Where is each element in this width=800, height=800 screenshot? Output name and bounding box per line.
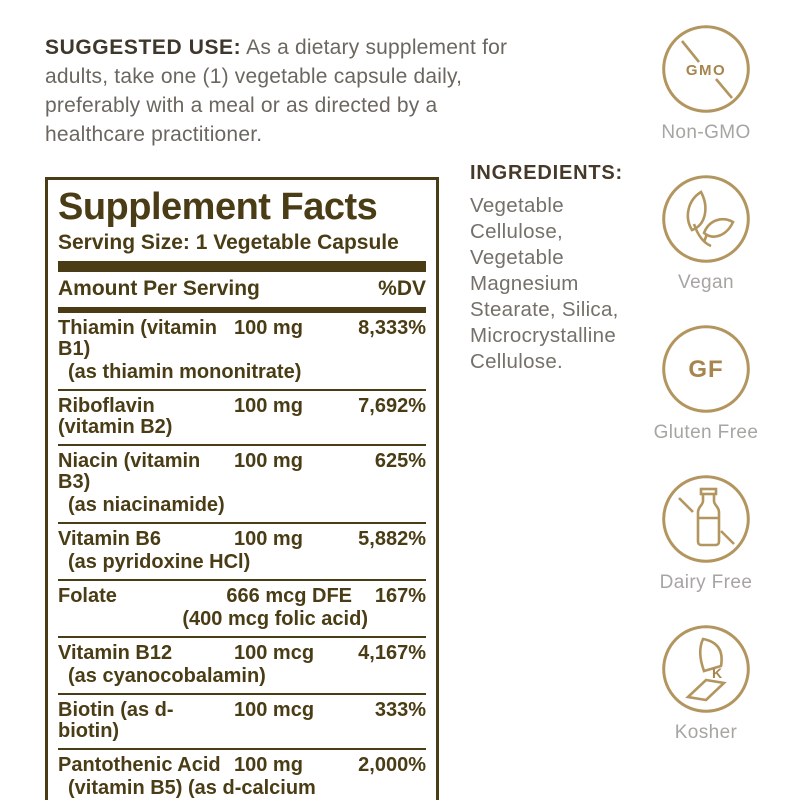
nutrient-sub-amount: (400 mcg folic acid) xyxy=(182,608,368,630)
nutrient-name: Riboflavin (vitamin B2) xyxy=(58,395,173,438)
badge-non-gmo: GMO Non-GMO xyxy=(661,24,751,144)
suggested-use-text: As a dietary supplement for adults, take… xyxy=(45,36,508,146)
gluten-free-icon: GF xyxy=(661,324,751,414)
badge-kosher: K Kosher xyxy=(661,624,751,744)
nutrient-amount: 100 mg xyxy=(234,317,303,339)
ingredients-line: Vegetable xyxy=(470,246,564,269)
nutrient-name: Thiamin (vitamin B1) xyxy=(58,317,217,360)
ingredients-line: Magnesium xyxy=(470,272,579,295)
nutrient-sub-name: (as thiamin mononitrate) xyxy=(68,361,302,383)
svg-text:GMO: GMO xyxy=(686,62,726,79)
badge-label: Kosher xyxy=(674,722,738,743)
badge-label: Vegan xyxy=(678,272,734,293)
amount-per-serving-header: Amount Per Serving xyxy=(58,277,260,300)
nutrient-amount: 666 mcg DFE xyxy=(226,585,352,607)
gmo-crossed-icon: GMO xyxy=(661,24,751,114)
supplement-facts-title: Supplement Facts xyxy=(58,186,378,228)
nutrient-sub-name: (as pyridoxine HCl) xyxy=(68,551,251,573)
facts-rows: Thiamin (vitamin B1) 100 mg 8,333% (as thia… xyxy=(58,313,426,800)
nutrient-dv: 5,882% xyxy=(358,528,426,550)
nutrient-amount: 100 mg xyxy=(234,528,303,550)
serving-size: Serving Size: 1 Vegetable Capsule xyxy=(58,231,399,254)
ingredients-lines: Vegetable Cellulose, Vegetable Magnesium Ste… xyxy=(470,193,655,375)
ingredients-line: Cellulose. xyxy=(470,350,564,373)
nutrient-dv: 333% xyxy=(374,699,426,721)
dv-header: %DV xyxy=(378,277,426,300)
nutrient-sub-name: (vitamin B5) (as d-calcium pantothenate) xyxy=(68,777,316,800)
suggested-use-heading: SUGGESTED USE: xyxy=(45,36,242,59)
table-row: Riboflavin (vitamin B2) 100 mg 7,692% xyxy=(58,389,426,444)
table-row: Vitamin B6 100 mg 5,882% (as pyridoxine HCl… xyxy=(58,522,426,579)
badge-label: Non-GMO xyxy=(661,122,751,143)
facts-header-row: Amount Per Serving %DV xyxy=(58,272,426,307)
table-row: Biotin (as d-biotin) 100 mcg 333% xyxy=(58,693,426,748)
nutrient-dv: 167% xyxy=(374,585,426,607)
svg-text:GF: GF xyxy=(688,356,723,383)
table-row: Pantothenic Acid 100 mg 2,000% (vitamin B5)… xyxy=(58,748,426,800)
vegan-leaf-icon xyxy=(661,174,751,264)
table-row: Thiamin (vitamin B1) 100 mg 8,333% (as thia… xyxy=(58,313,426,389)
nutrient-amount: 100 mg xyxy=(234,395,303,417)
nutrient-dv: 625% xyxy=(374,450,426,472)
nutrient-amount: 100 mg xyxy=(234,754,303,776)
nutrient-name: Pantothenic Acid xyxy=(58,754,221,776)
table-row: Niacin (vitamin B3) 100 mg 625% (as niacina… xyxy=(58,444,426,522)
badge-gluten-free: GF Gluten Free xyxy=(654,324,759,444)
nutrient-dv: 2,000% xyxy=(358,754,426,776)
nutrient-sub-name: (as niacinamide) xyxy=(68,494,225,516)
nutrient-dv: 7,692% xyxy=(358,395,426,417)
nutrient-name: Vitamin B6 xyxy=(58,528,161,550)
divider-bar-thick xyxy=(58,261,426,272)
ingredients-line: Microcrystalline xyxy=(470,324,617,347)
table-row: Folate 666 mcg DFE 167% (400 mcg folic acid… xyxy=(58,579,426,636)
badge-label: Gluten Free xyxy=(653,422,759,443)
nutrient-name: Vitamin B12 xyxy=(58,642,173,664)
ingredients-line: Cellulose, xyxy=(470,220,564,243)
nutrient-name: Folate xyxy=(58,585,117,607)
supplement-facts-panel: Supplement Facts Serving Size: 1 Vegetab… xyxy=(45,177,439,800)
svg-text:K: K xyxy=(712,665,722,681)
badge-vegan: Vegan xyxy=(661,174,751,294)
nutrient-name: Niacin (vitamin B3) xyxy=(58,450,201,493)
divider-bar-medium xyxy=(58,307,426,313)
kosher-icon: K xyxy=(661,624,751,714)
nutrient-sub-name: (as cyanocobalamin) xyxy=(68,665,266,687)
nutrient-amount: 100 mg xyxy=(234,450,303,472)
badge-dairy-free: Dairy Free xyxy=(660,474,753,594)
ingredients-heading: INGREDIENTS: xyxy=(470,162,623,184)
certification-badges: GMO Non-GMO Vegan GF Gluten Free Dairy Free K K… xyxy=(650,24,762,744)
nutrient-dv: 8,333% xyxy=(358,317,426,339)
nutrient-amount: 100 mcg xyxy=(234,699,315,721)
milk-bottle-crossed-icon xyxy=(661,474,751,564)
ingredients-line: Stearate, Silica, xyxy=(470,298,619,321)
ingredients-section: INGREDIENTS: Vegetable Cellulose, Vegetabl… xyxy=(470,162,655,375)
nutrient-name: Biotin (as d-biotin) xyxy=(58,699,174,742)
ingredients-line: Vegetable xyxy=(470,194,564,217)
badge-label: Dairy Free xyxy=(659,572,753,593)
nutrient-amount: 100 mcg xyxy=(234,642,315,664)
nutrient-dv: 4,167% xyxy=(358,642,426,664)
suggested-use-paragraph: SUGGESTED USE: As a dietary supplement f… xyxy=(45,33,537,149)
table-row: Vitamin B12 100 mcg 4,167% (as cyanocobalam… xyxy=(58,636,426,693)
